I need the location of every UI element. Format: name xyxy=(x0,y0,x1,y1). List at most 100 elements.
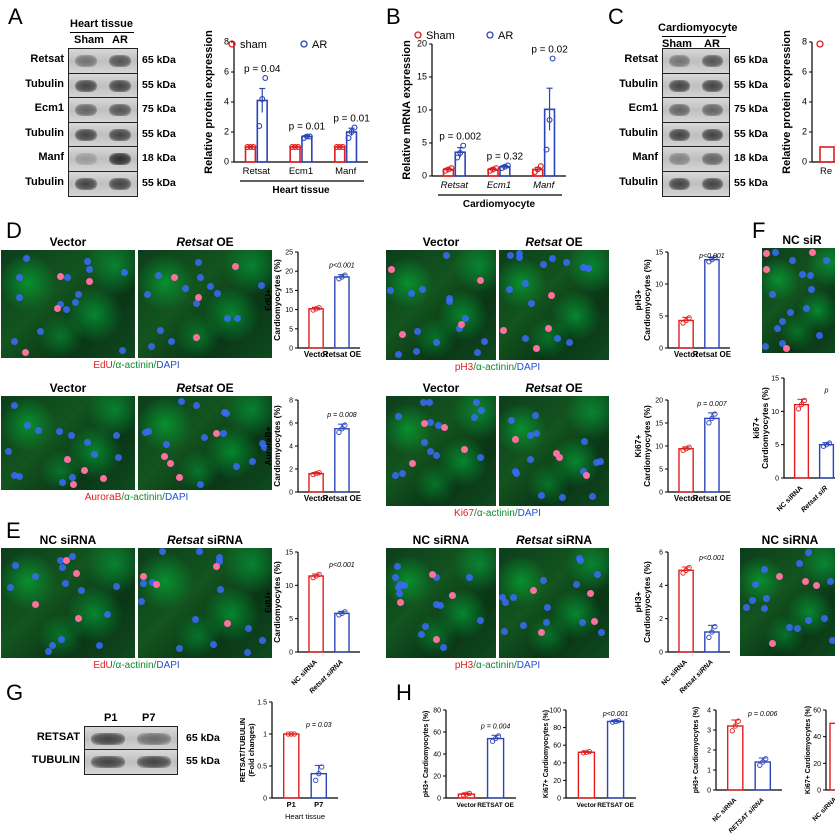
bar xyxy=(308,472,324,493)
data-point xyxy=(615,718,622,724)
y-tick-label: 5 xyxy=(289,326,293,333)
nucleus-dot xyxy=(585,264,592,272)
nucleus-dot xyxy=(589,492,597,500)
nucleus-dot xyxy=(539,576,547,584)
blot-a-group-ar: AR xyxy=(112,34,128,46)
nucleus-dot xyxy=(501,598,509,606)
blot-kda-label: 55 kDa xyxy=(142,127,176,140)
bar xyxy=(543,108,556,177)
bar xyxy=(818,443,835,479)
micrograph-title-left: Vector xyxy=(49,235,87,249)
nucleus-dot xyxy=(542,619,550,627)
nucleus-dot xyxy=(442,252,450,260)
data-point xyxy=(339,144,346,150)
nucleus-dot xyxy=(804,549,812,557)
data-point xyxy=(706,259,712,265)
nucleus-dot xyxy=(206,283,214,291)
p-value: p = 0.02 xyxy=(531,45,568,56)
nucleus-dot xyxy=(223,314,231,322)
nucleus-dot xyxy=(11,401,19,409)
nucleus-dot xyxy=(175,644,183,652)
blot-strip xyxy=(662,72,730,99)
data-point xyxy=(313,306,319,312)
blot-kda-label: 65 kDa xyxy=(142,54,176,66)
nucleus-dot xyxy=(56,428,64,436)
p-value: p<0.001 xyxy=(602,711,629,718)
y-tick-label: 0 xyxy=(557,796,561,803)
positive-nucleus-dot xyxy=(409,460,417,468)
nucleus-dot xyxy=(580,438,588,446)
blot-band xyxy=(137,733,171,745)
y-tick-label: 5 xyxy=(659,467,663,474)
positive-nucleus-dot xyxy=(538,628,546,636)
data-point xyxy=(680,447,686,453)
y-tick-label: 0 xyxy=(422,171,427,181)
y-tick-label: 0 xyxy=(289,650,293,657)
micrograph-title-right: Retsat siRNA xyxy=(166,533,244,547)
nucleus-dot xyxy=(779,318,787,326)
nucleus-dot xyxy=(455,325,463,333)
nucleus-dot xyxy=(537,492,545,500)
nucleus-dot xyxy=(407,290,415,298)
data-point xyxy=(247,144,254,150)
nucleus-dot xyxy=(232,463,240,471)
x-tick-label: Retsat OE xyxy=(693,494,732,503)
y-tick-label: 2 xyxy=(802,127,807,137)
bar xyxy=(334,428,350,493)
data-point xyxy=(454,154,461,161)
positive-nucleus-dot xyxy=(193,333,201,341)
nucleus-dot xyxy=(515,250,523,258)
nucleus-dot xyxy=(419,398,427,406)
data-point xyxy=(316,304,322,311)
stain-marker: AuroraB xyxy=(84,492,122,503)
blot-kda-label: 65 kDa xyxy=(734,54,768,66)
stain-actinin: /α-actinin/ xyxy=(473,362,517,373)
gene-name: Retsat xyxy=(525,381,562,395)
micrograph-left xyxy=(386,396,496,506)
bar xyxy=(310,772,328,799)
blot-strip xyxy=(84,726,178,752)
legend-label: AR xyxy=(312,39,327,51)
y-tick-label: 5 xyxy=(659,314,663,321)
y-tick-label: 20 xyxy=(553,778,561,785)
nucleus-dot xyxy=(15,274,23,282)
y-tick-label: 0 xyxy=(817,788,821,795)
stain-actinin: /α-actinin/ xyxy=(112,660,157,671)
data-point xyxy=(351,124,358,131)
nucleus-dot xyxy=(7,583,15,591)
data-point xyxy=(288,731,294,737)
nucleus-dot xyxy=(11,562,19,570)
x-tick-label: NC siRNA xyxy=(661,659,689,687)
nucleus-dot xyxy=(421,438,429,446)
nucleus-dot xyxy=(822,257,830,265)
positive-nucleus-dot xyxy=(477,276,485,284)
y-axis-label: Ki67+ xyxy=(633,435,643,458)
legend-label: AR xyxy=(498,30,513,42)
nucleus-dot xyxy=(748,597,756,605)
p-value: p = 0.01 xyxy=(289,121,326,132)
data-point xyxy=(295,144,302,150)
data-point xyxy=(683,567,689,573)
gene-name: Retsat xyxy=(176,381,213,395)
data-point xyxy=(712,254,718,261)
nucleus-dot xyxy=(196,481,204,489)
blot-a-group-sham: Sham xyxy=(74,34,104,46)
positive-nucleus-dot xyxy=(57,273,65,281)
micrograph-right xyxy=(138,396,272,490)
stain-dapi: DAPI xyxy=(516,660,541,671)
data-point xyxy=(498,165,505,172)
nucleus-dot xyxy=(597,458,605,466)
data-point xyxy=(686,444,692,450)
nucleus-dot xyxy=(77,587,85,595)
y-axis-label: pH3+ Cardiomyocytes (%) xyxy=(423,711,430,798)
blot-kda-label: 55 kDa xyxy=(734,127,768,140)
data-point xyxy=(543,146,550,153)
nucleus-dot xyxy=(233,315,241,323)
p-value: p = 0.04 xyxy=(244,64,281,75)
p-value: p = 0.002 xyxy=(439,132,481,143)
blot-kda-label: 55 kDa xyxy=(142,176,176,189)
panel-label-c: C xyxy=(608,4,624,29)
nucleus-dot xyxy=(195,548,203,556)
stain-actinin: /α-actinin/ xyxy=(112,360,157,371)
y-tick-label: 6 xyxy=(802,67,807,77)
